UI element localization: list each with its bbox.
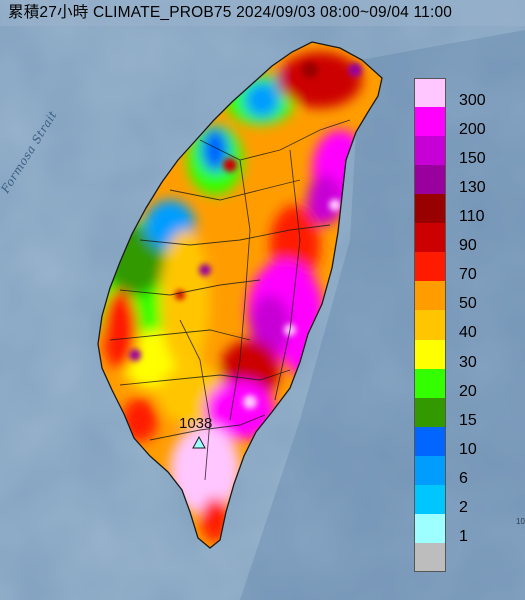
legend-label: 50	[459, 295, 477, 313]
legend-label: 40	[459, 324, 477, 342]
legend-item: 110	[411, 194, 511, 226]
max-rainfall-value: 1038	[179, 415, 213, 432]
county-boundaries	[109, 119, 351, 481]
legend-swatch	[414, 339, 446, 369]
shelf-shade	[240, 30, 525, 600]
legend-item: 300	[411, 78, 511, 109]
legend-label: 90	[459, 237, 477, 255]
legend-label: 130	[459, 179, 486, 197]
edge-tag: 10	[516, 517, 525, 526]
legend-item: 15	[411, 397, 511, 429]
legend-item: 1	[411, 513, 511, 545]
legend-swatch	[414, 78, 446, 108]
legend-item: 30	[411, 339, 511, 371]
legend-label: 10	[459, 440, 477, 458]
legend-frame	[414, 78, 446, 572]
legend-label: 110	[459, 208, 485, 226]
legend-label: 15	[459, 411, 477, 429]
legend-item: 130	[411, 165, 511, 197]
legend-item: 70	[411, 252, 511, 284]
legend-label: 70	[459, 266, 477, 284]
max-rainfall-marker-icon	[192, 435, 206, 449]
legend-label: 2	[459, 498, 468, 516]
rainfall-legend: 300 200 150 130 110 90 70 50 40 30 20 15 10 6 2 1	[411, 78, 511, 572]
legend-label: 30	[459, 353, 477, 371]
legend-label: 20	[459, 382, 477, 400]
legend-label: 200	[459, 121, 486, 139]
title-band	[0, 0, 525, 26]
legend-label: 1	[459, 527, 468, 545]
legend-label: 300	[459, 92, 486, 109]
legend-label: 150	[459, 150, 486, 168]
legend-label: 6	[459, 469, 468, 487]
legend-item: 40	[411, 310, 511, 342]
map-title: 累積27小時 CLIMATE_PROB75 2024/09/03 08:00~0…	[8, 4, 453, 21]
